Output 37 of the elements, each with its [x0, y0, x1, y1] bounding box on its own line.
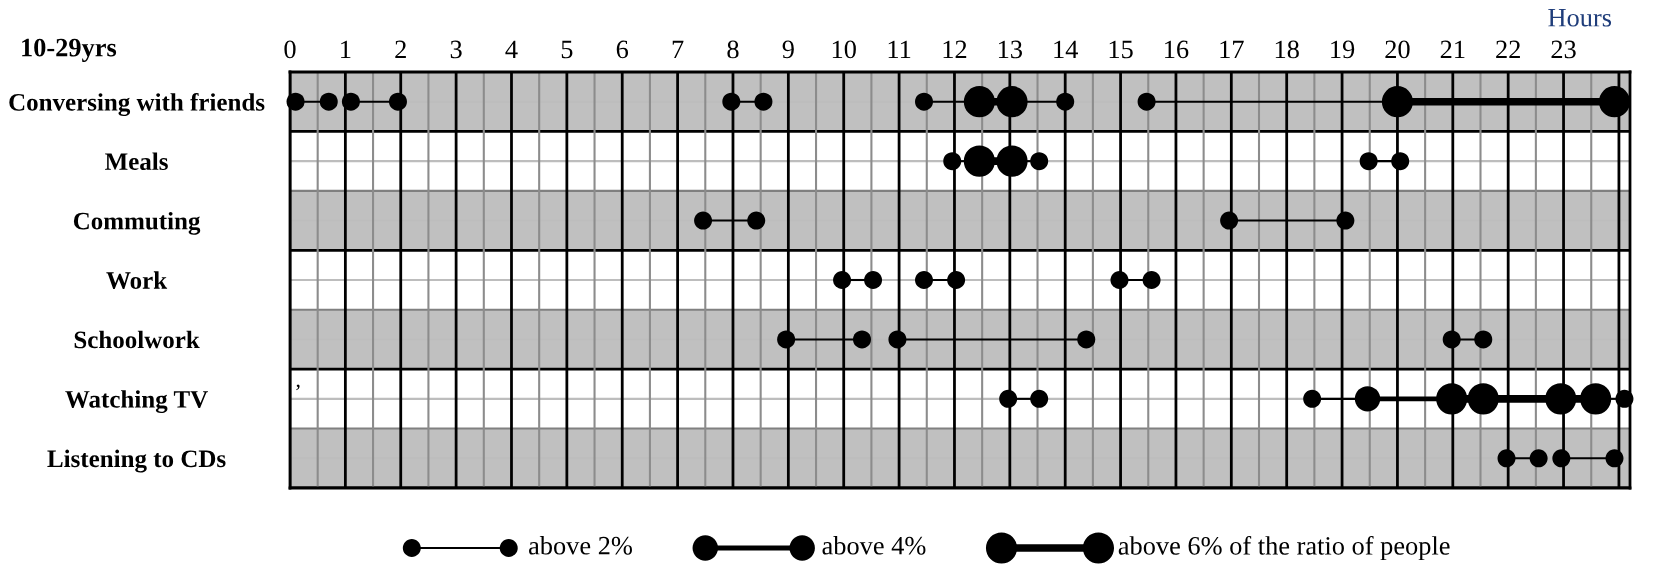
x-tick-label: 15 [1109, 40, 1133, 59]
y-tick-label: Meals [105, 152, 168, 171]
x-tick-label: 12 [943, 40, 967, 59]
annotation: ’ [296, 384, 300, 391]
x-tick-label: 4 [505, 40, 518, 59]
x-tick-label: 11 [888, 40, 911, 59]
y-tick-label: Conversing with friends [9, 92, 265, 117]
legend-label: above 2% [529, 536, 632, 555]
x-tick-label: 2 [395, 40, 406, 59]
x-axis-title: Hours [1548, 9, 1612, 27]
x-tick-label: 10 [832, 40, 856, 59]
x-tick-label: 6 [616, 40, 629, 59]
x-tick-label: 5 [561, 40, 573, 59]
x-tick-label: 14 [1054, 40, 1078, 59]
y-tick-label: Watching TV [65, 390, 208, 414]
legend-label: above 6% of the ratio of people [1118, 535, 1450, 561]
x-tick-label: 0 [284, 40, 296, 59]
x-tick-label: 21 [1440, 40, 1465, 59]
x-tick-label: 19 [1331, 40, 1355, 59]
x-tick-label: 7 [672, 40, 684, 59]
y-tick-label: Schoolwork [74, 330, 200, 349]
x-tick-label: 18 [1275, 40, 1299, 59]
y-tick-label: Commuting [73, 211, 201, 235]
x-tick-label: 3 [450, 40, 462, 59]
y-tick-label: Work [106, 271, 168, 290]
x-tick-label: 17 [1220, 40, 1244, 59]
x-tick-label: 8 [727, 40, 739, 59]
legend-label: above 4% [822, 536, 926, 555]
y-tick-label: Listening to CDs [47, 449, 226, 473]
x-tick-label: 16 [1165, 40, 1189, 59]
x-tick-label: 13 [998, 40, 1022, 59]
x-tick-label: 23 [1551, 40, 1576, 59]
x-tick-label: 20 [1385, 40, 1410, 59]
text: 10-29yrs [22, 38, 117, 62]
x-tick-label: 1 [341, 40, 351, 59]
x-tick-label: 9 [782, 40, 794, 59]
x-tick-label: 22 [1496, 40, 1520, 59]
